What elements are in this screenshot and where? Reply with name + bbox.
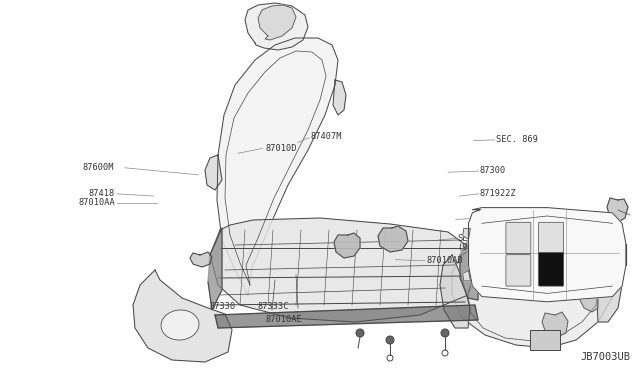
Polygon shape xyxy=(542,312,568,337)
Text: 87400: 87400 xyxy=(480,213,506,222)
Text: SEC. 869: SEC. 869 xyxy=(496,135,538,144)
Text: 87600M: 87600M xyxy=(83,163,114,172)
Text: (98856): (98856) xyxy=(457,243,493,252)
Polygon shape xyxy=(440,255,470,328)
Text: 87407M: 87407M xyxy=(310,132,342,141)
Polygon shape xyxy=(258,5,296,40)
Polygon shape xyxy=(334,233,360,258)
Circle shape xyxy=(386,336,394,344)
Polygon shape xyxy=(245,3,308,50)
Text: 87300: 87300 xyxy=(480,166,506,175)
Polygon shape xyxy=(208,228,222,310)
Text: SEC.253: SEC.253 xyxy=(457,234,493,243)
Text: 87330: 87330 xyxy=(210,302,236,311)
Polygon shape xyxy=(463,270,470,281)
FancyBboxPatch shape xyxy=(506,255,531,286)
Polygon shape xyxy=(468,208,626,302)
Polygon shape xyxy=(463,228,470,239)
Text: 871922Z: 871922Z xyxy=(480,189,516,198)
Polygon shape xyxy=(217,38,338,295)
FancyBboxPatch shape xyxy=(538,222,564,254)
Polygon shape xyxy=(607,198,628,222)
Text: 87010AE: 87010AE xyxy=(266,315,302,324)
Polygon shape xyxy=(378,226,408,252)
Text: JB7003UB: JB7003UB xyxy=(580,352,630,362)
FancyBboxPatch shape xyxy=(538,253,564,286)
Polygon shape xyxy=(190,252,212,267)
Text: 87333C: 87333C xyxy=(258,302,289,311)
Polygon shape xyxy=(460,240,478,300)
Text: 87010D: 87010D xyxy=(266,144,297,153)
Polygon shape xyxy=(580,293,598,312)
Text: 87418: 87418 xyxy=(89,189,115,198)
Polygon shape xyxy=(210,218,476,322)
FancyBboxPatch shape xyxy=(506,222,531,254)
Polygon shape xyxy=(205,155,222,190)
Polygon shape xyxy=(333,80,346,115)
Bar xyxy=(530,330,560,350)
Polygon shape xyxy=(452,228,615,348)
Polygon shape xyxy=(133,270,232,362)
Circle shape xyxy=(356,329,364,337)
Polygon shape xyxy=(597,255,622,322)
Ellipse shape xyxy=(161,310,199,340)
Circle shape xyxy=(441,329,449,337)
Polygon shape xyxy=(215,305,478,328)
Text: 87010AA: 87010AA xyxy=(79,198,115,207)
Text: 87010AD: 87010AD xyxy=(426,256,463,265)
